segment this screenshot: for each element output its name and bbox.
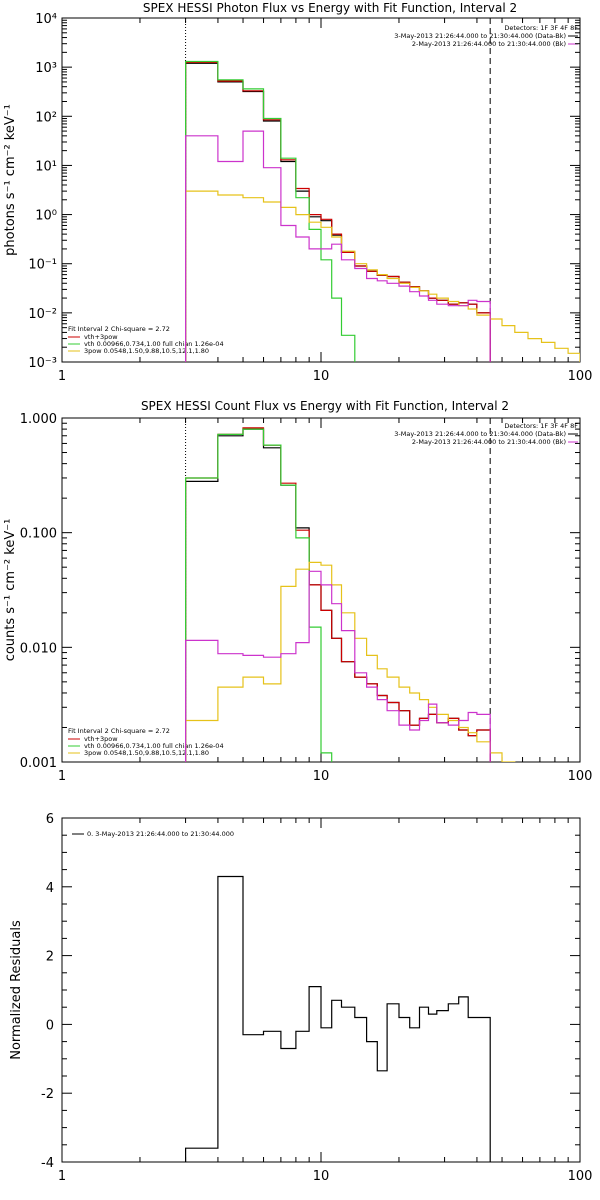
legend-entry: 3-May-2013 21:26:44.000 to 21:30:44.000 … xyxy=(394,32,566,40)
chart-title: SPEX HESSI Count Flux vs Energy with Fit… xyxy=(141,399,509,413)
y-tick-label: 0.100 xyxy=(20,527,57,542)
residuals-panel: Normalized Residuals 0. 3-May-2013 21:26… xyxy=(9,812,592,1184)
y-tick-label: 10⁰ xyxy=(35,209,57,224)
y-tick-label: 4 xyxy=(46,881,54,896)
x-tick-label: 10 xyxy=(313,769,330,784)
legend-bottom: Fit Interval 2 Chi-square = 2.72 vth+3po… xyxy=(68,727,224,757)
x-tick-label: 1 xyxy=(58,369,66,384)
y-tick-label: -2 xyxy=(41,1087,54,1102)
legend-header: Detectors: 1F 3F 4F 8F xyxy=(504,24,578,32)
y-tick-label: 10⁻³ xyxy=(28,356,57,371)
y-axis-label: Normalized Residuals xyxy=(9,920,24,1060)
series-line xyxy=(185,60,356,362)
legend-entry: 2-May-2013 21:26:44.000 to 21:30:44.000 … xyxy=(412,40,566,48)
legend-top: Detectors: 1F 3F 4F 8F 3-May-2013 21:26:… xyxy=(394,24,578,48)
series-line xyxy=(185,428,491,762)
legend-entry: vth 0.00966,0.734,1.00 full chian 1.26e-… xyxy=(84,742,224,750)
x-tick-label: 10 xyxy=(313,1169,330,1184)
y-tick-label: 10⁻² xyxy=(28,307,57,322)
chart-title: SPEX HESSI Photon Flux vs Energy with Fi… xyxy=(143,1,517,15)
y-axis-label: photons s⁻¹ cm⁻² keV⁻¹ xyxy=(3,104,18,256)
legend-header: Fit Interval 2 Chi-square = 2.72 xyxy=(68,727,170,735)
legend-top: 0. 3-May-2013 21:26:44.000 to 21:30:44.0… xyxy=(72,830,234,838)
count-flux-panel: SPEX HESSI Count Flux vs Energy with Fit… xyxy=(3,399,593,784)
series-line xyxy=(185,190,580,362)
series-line xyxy=(185,428,333,762)
series-line xyxy=(185,570,491,762)
y-tick-label: 10¹ xyxy=(35,159,57,174)
series-line xyxy=(185,130,491,362)
legend-entry: vth 0.00966,0.734,1.00 full chian 1.26e-… xyxy=(84,340,224,348)
y-tick-label: 2 xyxy=(46,950,54,965)
y-tick-label: 10² xyxy=(35,110,57,125)
x-tick-label: 100 xyxy=(568,769,593,784)
legend-entry: 3-May-2013 21:26:44.000 to 21:30:44.000 … xyxy=(394,430,566,438)
y-tick-label: 10³ xyxy=(35,61,57,76)
x-tick-label: 1 xyxy=(58,769,66,784)
x-tick-label: 100 xyxy=(568,369,593,384)
x-tick-label: 100 xyxy=(568,1169,593,1184)
y-tick-label: 1.000 xyxy=(20,412,57,427)
legend-entry: 3pow 0.0548,1.50,9.88,10.5,12.1,1.80 xyxy=(84,749,209,757)
legend-entry: 0. 3-May-2013 21:26:44.000 to 21:30:44.0… xyxy=(87,830,234,838)
y-tick-label: 0.010 xyxy=(20,641,57,656)
y-tick-label: 10⁴ xyxy=(35,12,57,27)
legend-entry: 3pow 0.0548,1.50,9.88,10.5,12.1,1.80 xyxy=(84,347,209,355)
y-tick-label: 10⁻¹ xyxy=(28,258,57,273)
plot-frame xyxy=(61,17,581,363)
legend-top: Detectors: 1F 3F 4F 8F 3-May-2013 21:26:… xyxy=(394,422,578,446)
legend-header: Detectors: 1F 3F 4F 8F xyxy=(504,422,578,430)
y-tick-label: 6 xyxy=(46,812,54,827)
x-tick-label: 10 xyxy=(313,369,330,384)
y-tick-label: 0.001 xyxy=(20,756,57,771)
series-line xyxy=(185,561,516,762)
photon-flux-panel: SPEX HESSI Photon Flux vs Energy with Fi… xyxy=(3,1,593,384)
legend-header: Fit Interval 2 Chi-square = 2.72 xyxy=(68,325,170,333)
legend-bottom: Fit Interval 2 Chi-square = 2.72 vth+3po… xyxy=(68,325,224,355)
series-line xyxy=(185,875,491,1162)
series-line xyxy=(185,427,491,762)
legend-entry: vth+3pow xyxy=(84,333,118,341)
y-axis-label: counts s⁻¹ cm⁻² keV⁻¹ xyxy=(3,519,18,662)
y-tick-label: 0 xyxy=(46,1018,54,1033)
legend-entry: 2-May-2013 21:26:44.000 to 21:30:44.000 … xyxy=(412,438,566,446)
x-tick-label: 1 xyxy=(58,1169,66,1184)
legend-entry: vth+3pow xyxy=(84,735,118,743)
series-line xyxy=(185,61,491,362)
y-tick-label: -4 xyxy=(41,1156,54,1171)
